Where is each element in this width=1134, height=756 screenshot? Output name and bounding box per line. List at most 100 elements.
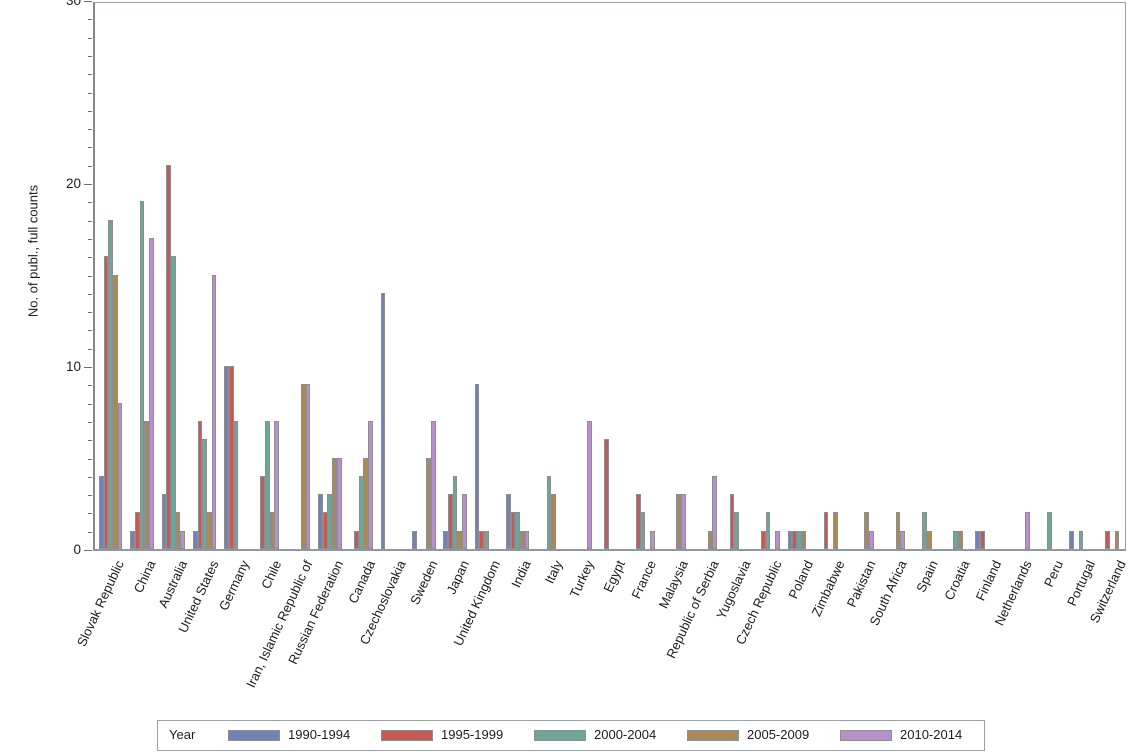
bar bbox=[712, 475, 718, 549]
bar bbox=[443, 530, 449, 549]
bar bbox=[134, 512, 140, 549]
y-axis-tick-label: 30 bbox=[65, 0, 81, 8]
y-axis-minor-tick bbox=[88, 513, 92, 515]
bar bbox=[900, 530, 906, 549]
y-axis-minor-tick bbox=[88, 348, 92, 350]
y-axis-minor-tick bbox=[88, 476, 92, 478]
x-axis-label: France bbox=[628, 558, 660, 602]
bar bbox=[587, 420, 593, 549]
y-axis-minor-tick bbox=[88, 403, 92, 405]
y-axis-minor-tick bbox=[88, 293, 92, 295]
bar bbox=[832, 512, 838, 549]
bar bbox=[676, 494, 682, 549]
bar bbox=[792, 530, 798, 549]
x-axis-label: Chile bbox=[257, 558, 284, 592]
bar bbox=[358, 475, 364, 549]
bar bbox=[202, 439, 207, 549]
bar bbox=[958, 530, 963, 549]
legend-swatch bbox=[228, 730, 280, 741]
x-axis-label: Peru bbox=[1041, 558, 1067, 590]
y-axis-minor-tick bbox=[88, 421, 92, 423]
y-axis-major-tick bbox=[84, 184, 92, 185]
bar bbox=[734, 512, 740, 549]
bar bbox=[175, 512, 181, 549]
bar bbox=[426, 457, 431, 549]
y-axis-minor-tick bbox=[88, 55, 92, 57]
y-axis-major-tick bbox=[84, 550, 92, 551]
bar bbox=[462, 494, 467, 549]
legend-title: Year bbox=[169, 727, 196, 742]
x-axis-label: China bbox=[130, 558, 159, 596]
bar bbox=[166, 164, 171, 549]
bar bbox=[519, 530, 525, 549]
y-axis-major-tick bbox=[84, 1, 92, 2]
bar bbox=[327, 494, 333, 549]
y-axis-tick-label: 10 bbox=[65, 359, 81, 374]
bar bbox=[796, 530, 802, 549]
bar bbox=[479, 530, 485, 549]
bar bbox=[775, 530, 780, 549]
legend-swatch bbox=[687, 730, 739, 741]
y-axis-minor-tick bbox=[88, 312, 92, 314]
y-axis-minor-tick bbox=[88, 385, 92, 387]
bar bbox=[975, 530, 981, 549]
bar bbox=[926, 530, 932, 549]
bar bbox=[483, 530, 489, 549]
bar bbox=[447, 494, 453, 549]
y-axis-major-tick bbox=[84, 367, 92, 368]
y-axis-minor-tick bbox=[88, 440, 92, 442]
y-axis-minor-tick bbox=[88, 531, 92, 533]
x-axis-label: Germany bbox=[216, 558, 253, 613]
bar bbox=[640, 512, 646, 549]
plot-area bbox=[93, 2, 1126, 551]
bar bbox=[474, 384, 480, 549]
legend-entry-label: 2010-2014 bbox=[900, 727, 963, 742]
bar bbox=[980, 530, 985, 549]
bar bbox=[260, 475, 265, 549]
bar bbox=[139, 201, 145, 549]
legend: Year 1990-1994 1995-1999 2000-2004 2005-200… bbox=[157, 720, 985, 751]
bar bbox=[953, 530, 959, 549]
bar bbox=[823, 512, 829, 549]
bar bbox=[192, 530, 198, 549]
bar bbox=[322, 512, 328, 549]
bar bbox=[635, 494, 641, 549]
y-axis-minor-tick bbox=[88, 74, 92, 76]
bar bbox=[144, 420, 150, 549]
legend-swatch bbox=[381, 730, 433, 741]
bar bbox=[117, 402, 123, 549]
y-axis-minor-tick bbox=[88, 238, 92, 240]
y-axis-minor-tick bbox=[88, 275, 92, 277]
y-axis-minor-tick bbox=[88, 110, 92, 112]
bar bbox=[130, 530, 135, 549]
bar bbox=[430, 420, 436, 549]
y-axis-minor-tick bbox=[88, 495, 92, 497]
bar bbox=[546, 475, 552, 549]
bar bbox=[108, 219, 114, 549]
y-axis-minor-tick bbox=[88, 220, 92, 222]
bar bbox=[180, 530, 186, 549]
y-axis-minor-tick bbox=[88, 37, 92, 39]
bar bbox=[649, 530, 655, 549]
bar bbox=[211, 274, 217, 549]
y-axis-minor-tick bbox=[88, 129, 92, 131]
x-axis-label: Turkey bbox=[566, 558, 597, 600]
y-axis-minor-tick bbox=[88, 257, 92, 259]
bar bbox=[197, 420, 203, 549]
x-axis-label: Spain bbox=[913, 558, 942, 595]
bar bbox=[524, 530, 530, 549]
x-axis-label: Poland bbox=[785, 558, 816, 602]
bar bbox=[206, 512, 212, 549]
legend-entry-label: 2000-2004 bbox=[594, 727, 657, 742]
bar bbox=[274, 420, 279, 549]
bar bbox=[515, 512, 521, 549]
bar bbox=[1025, 512, 1031, 549]
x-axis-label: Canada bbox=[344, 558, 378, 606]
x-axis-label: Pakistan bbox=[843, 558, 879, 610]
bar bbox=[318, 494, 323, 549]
y-axis-tick-label: 0 bbox=[73, 542, 81, 557]
x-axis-label: Australia bbox=[154, 558, 190, 611]
bar bbox=[264, 420, 270, 549]
bar bbox=[760, 530, 766, 549]
